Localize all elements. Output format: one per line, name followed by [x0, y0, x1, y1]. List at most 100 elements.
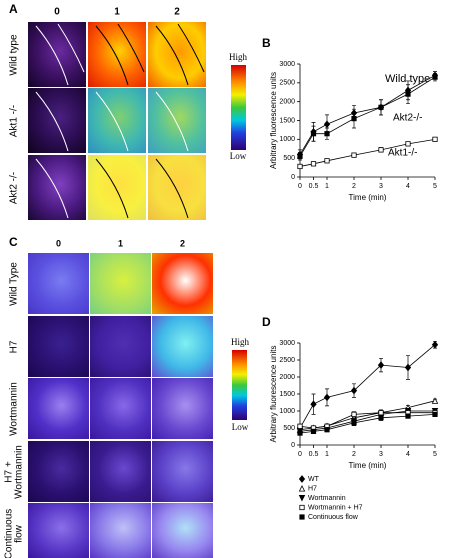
cell-outline [35, 25, 69, 86]
x-tick-label: 1 [325, 451, 329, 458]
marker [297, 153, 303, 159]
row-label: Wild type [8, 33, 19, 76]
y-tick-label: 2500 [279, 80, 295, 87]
x-axis-label: Time (min) [349, 193, 387, 202]
marker [310, 131, 317, 137]
series-line [299, 410, 435, 432]
scale-high: High [231, 337, 250, 347]
micrograph [152, 253, 213, 314]
y-tick-label: 3000 [279, 61, 295, 68]
marker [299, 504, 305, 511]
micrograph [28, 503, 89, 558]
cell-outline [95, 25, 129, 86]
marker [323, 120, 331, 129]
micrograph [90, 378, 151, 439]
x-tick-label: 2 [352, 183, 356, 190]
cell-outline [155, 158, 189, 219]
series-line [299, 414, 436, 434]
cell-outline [35, 91, 69, 152]
marker [378, 410, 384, 416]
micrograph [28, 378, 89, 439]
panel-letter: B [262, 36, 271, 50]
cell-outline [117, 23, 145, 73]
series-label: Akt2-/- [393, 113, 422, 124]
micrograph [88, 22, 146, 87]
x-tick-label: 4 [406, 183, 410, 190]
micrograph [152, 503, 213, 558]
row-label: H7 [8, 340, 19, 353]
y-tick-label: 2000 [279, 374, 295, 381]
cell-outline [95, 158, 129, 219]
y-axis-label: Arbitrary fluorescence units [269, 72, 278, 169]
y-tick-label: 500 [283, 155, 295, 162]
panel-letter: D [262, 315, 271, 329]
row-label: Wortmannin [8, 381, 19, 436]
marker [378, 415, 384, 421]
color-scale [232, 350, 247, 420]
marker [431, 397, 439, 404]
legend-label: Wortmannin [308, 495, 346, 502]
micrograph [152, 441, 213, 502]
series-line [299, 400, 436, 431]
marker [351, 152, 357, 158]
cell-outline [95, 91, 129, 152]
marker [432, 74, 438, 80]
y-tick-label: 1500 [279, 391, 295, 398]
marker [351, 420, 357, 426]
marker [297, 163, 303, 170]
marker [310, 161, 317, 167]
micrograph [28, 155, 86, 220]
marker [431, 340, 439, 349]
marker [378, 104, 384, 110]
cell-outline [35, 158, 69, 219]
x-axis-label: Time (min) [349, 461, 387, 470]
micrograph [28, 316, 89, 377]
y-tick-label: 2500 [279, 357, 295, 364]
column-label: 2 [174, 7, 180, 18]
x-tick-label: 2 [352, 451, 356, 458]
marker [298, 475, 306, 483]
legend-label: Wortmannin + H7 [308, 504, 363, 511]
marker [350, 386, 358, 395]
y-tick-label: 0 [291, 442, 295, 449]
panel-letter: A [9, 2, 18, 16]
column-label: 1 [114, 7, 120, 18]
marker [324, 131, 330, 137]
y-tick-label: 1000 [279, 408, 295, 415]
cell-outline [155, 25, 189, 86]
micrograph [90, 253, 151, 314]
x-tick-label: 0 [298, 183, 302, 190]
marker [298, 495, 306, 502]
micrograph [28, 88, 86, 153]
micrograph [148, 155, 206, 220]
marker [405, 91, 411, 97]
row-label: Continuous flow [3, 508, 24, 558]
micrograph [152, 378, 213, 439]
x-tick-label: 0.5 [309, 183, 319, 190]
y-tick-label: 0 [291, 174, 295, 181]
color-scale [231, 65, 246, 150]
micrograph [28, 22, 86, 87]
micrograph [88, 88, 146, 153]
micrograph [28, 441, 89, 502]
x-tick-label: 3 [379, 451, 383, 458]
panel-letter: C [9, 235, 18, 249]
marker [299, 514, 305, 520]
y-tick-label: 500 [283, 425, 295, 432]
marker [298, 485, 306, 492]
legend-label: WT [308, 476, 320, 483]
row-label: Akt2 -/- [8, 171, 19, 204]
marker [351, 116, 357, 122]
micrograph [152, 316, 213, 377]
marker [404, 363, 412, 372]
y-tick-label: 3000 [279, 340, 295, 347]
column-label: 0 [54, 7, 60, 18]
scale-high: High [229, 52, 248, 62]
micrograph [90, 503, 151, 558]
marker [310, 428, 317, 435]
micrograph [148, 88, 206, 153]
marker [432, 136, 438, 142]
x-tick-label: 4 [406, 451, 410, 458]
